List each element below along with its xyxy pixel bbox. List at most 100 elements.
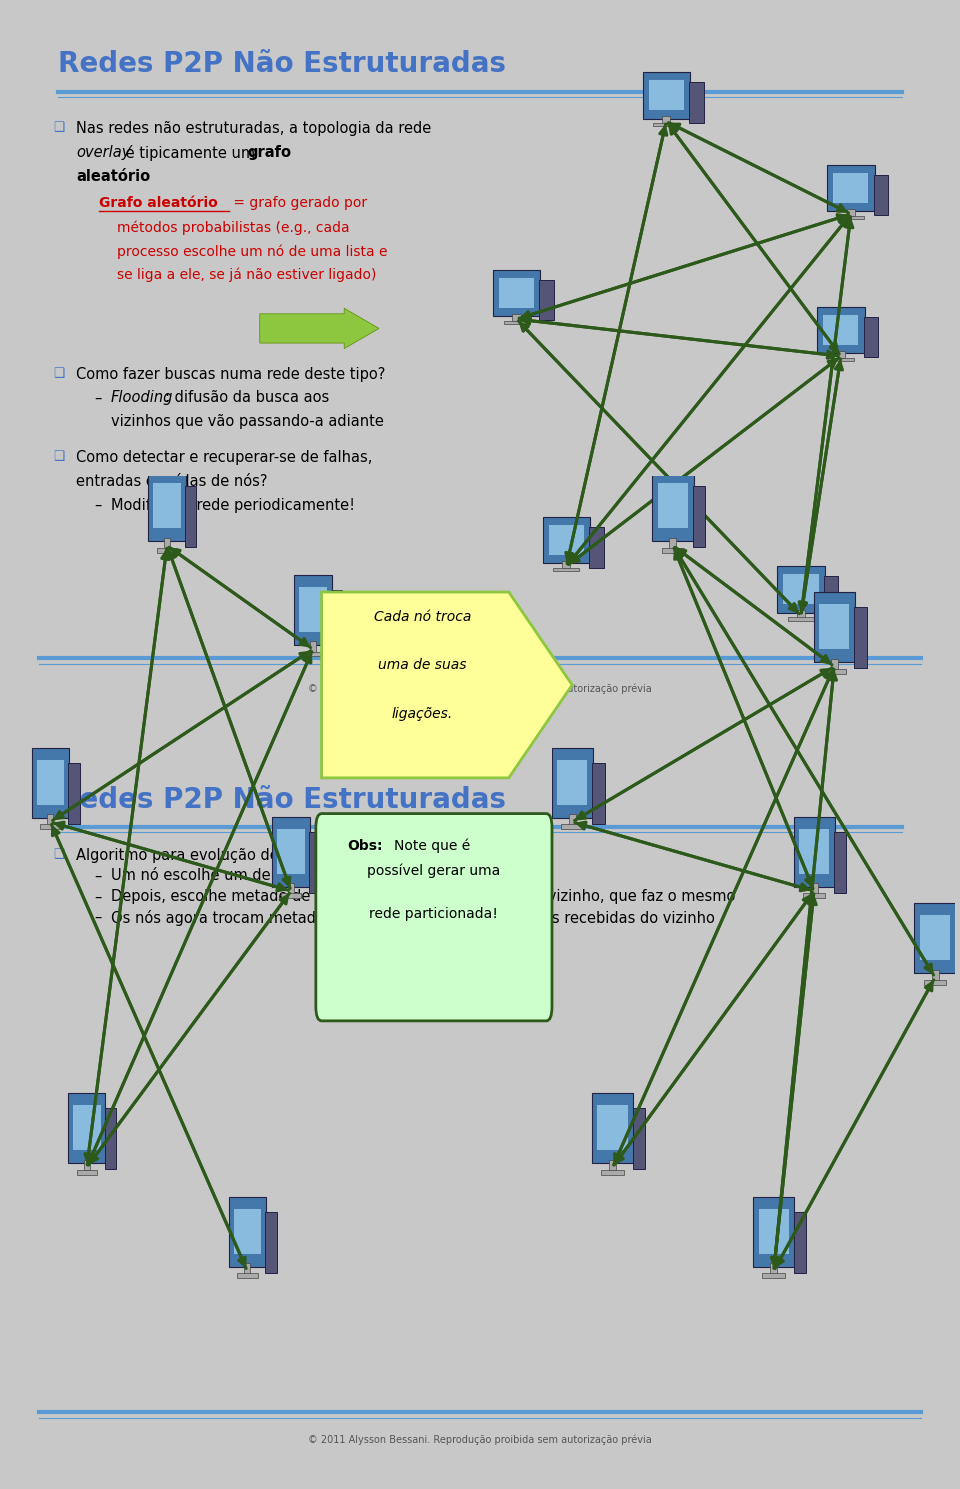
- Bar: [601, 1170, 624, 1175]
- FancyArrow shape: [260, 308, 379, 348]
- FancyBboxPatch shape: [642, 71, 690, 119]
- FancyBboxPatch shape: [331, 590, 343, 651]
- Text: Os nós agora trocam metade de suas ligações pelas ligações recebidas do vizinho: Os nós agora trocam metade de suas ligaç…: [111, 910, 715, 926]
- Text: processo escolhe um nó de uma lista e: processo escolhe um nó de uma lista e: [117, 244, 388, 259]
- Bar: [662, 116, 670, 124]
- Bar: [302, 652, 324, 657]
- Text: Modificar a rede periodicamente!: Modificar a rede periodicamente!: [111, 497, 355, 512]
- Bar: [553, 567, 580, 572]
- Text: Nas redes não estruturadas, a topologia da rede: Nas redes não estruturadas, a topologia …: [76, 122, 436, 137]
- Bar: [810, 883, 818, 893]
- Text: Algoritmo para evolução de topologias:: Algoritmo para evolução de topologias:: [76, 847, 365, 862]
- Bar: [931, 969, 939, 980]
- Text: rede particionada!: rede particionada!: [370, 907, 498, 920]
- FancyBboxPatch shape: [834, 832, 847, 893]
- FancyBboxPatch shape: [68, 762, 80, 823]
- FancyBboxPatch shape: [540, 280, 554, 320]
- FancyBboxPatch shape: [499, 278, 534, 308]
- Bar: [84, 1160, 90, 1170]
- Bar: [156, 548, 178, 552]
- Text: Flooding: Flooding: [111, 390, 174, 405]
- Bar: [568, 814, 576, 825]
- Text: © 2011 Alysson Bessani. Reprodução proibida sem autorização prévia: © 2011 Alysson Bessani. Reprodução proib…: [308, 683, 652, 694]
- Text: –: –: [94, 390, 102, 405]
- Text: Note que é: Note que é: [394, 838, 469, 853]
- Bar: [788, 618, 814, 621]
- FancyBboxPatch shape: [592, 1093, 633, 1163]
- Bar: [797, 610, 805, 618]
- Text: ❑: ❑: [53, 847, 64, 861]
- Text: overlay: overlay: [76, 144, 131, 161]
- Bar: [847, 208, 855, 216]
- Bar: [40, 825, 60, 829]
- FancyBboxPatch shape: [277, 829, 305, 874]
- Bar: [803, 893, 826, 898]
- FancyBboxPatch shape: [73, 1105, 101, 1150]
- FancyBboxPatch shape: [149, 472, 185, 542]
- FancyBboxPatch shape: [154, 484, 180, 529]
- FancyBboxPatch shape: [864, 317, 878, 357]
- FancyBboxPatch shape: [794, 817, 834, 887]
- Bar: [669, 538, 677, 548]
- FancyBboxPatch shape: [592, 762, 605, 823]
- FancyBboxPatch shape: [814, 593, 854, 663]
- Text: ligações.: ligações.: [392, 707, 453, 721]
- FancyBboxPatch shape: [799, 829, 829, 874]
- Text: : difusão da busca aos: : difusão da busca aos: [165, 390, 329, 405]
- FancyBboxPatch shape: [68, 1093, 106, 1163]
- Bar: [762, 1273, 785, 1278]
- Text: Como detectar e recuperar-se de falhas,: Como detectar e recuperar-se de falhas,: [76, 450, 372, 466]
- Text: –: –: [94, 868, 102, 883]
- Text: métodos probabilistas (e.g., cada: métodos probabilistas (e.g., cada: [117, 220, 350, 235]
- FancyBboxPatch shape: [295, 575, 331, 645]
- Text: ❑: ❑: [53, 366, 64, 380]
- FancyBboxPatch shape: [828, 165, 875, 211]
- Text: Um nó escolhe um de seus vizinhos aleatoriamente: Um nó escolhe um de seus vizinhos aleato…: [111, 868, 491, 883]
- Bar: [237, 1273, 257, 1278]
- FancyBboxPatch shape: [557, 759, 588, 804]
- FancyBboxPatch shape: [874, 174, 888, 216]
- FancyBboxPatch shape: [754, 1197, 794, 1267]
- Polygon shape: [322, 593, 572, 777]
- FancyBboxPatch shape: [633, 1108, 645, 1169]
- FancyBboxPatch shape: [693, 487, 706, 548]
- FancyBboxPatch shape: [920, 916, 950, 960]
- Text: –: –: [94, 497, 102, 512]
- Text: uma de suas: uma de suas: [378, 658, 467, 673]
- Text: Depois, escolhe metade de suas ligações e as envia a este vizinho, que faz o mes: Depois, escolhe metade de suas ligações …: [111, 889, 735, 904]
- FancyBboxPatch shape: [833, 173, 869, 203]
- Text: –: –: [94, 889, 102, 904]
- Text: = grafo gerado por: = grafo gerado por: [228, 197, 367, 210]
- Bar: [828, 357, 854, 360]
- Text: vizinhos que vão passando-a adiante: vizinhos que vão passando-a adiante: [111, 414, 384, 429]
- Text: é tipicamente um: é tipicamente um: [121, 144, 260, 161]
- Text: Grafo aleatório: Grafo aleatório: [99, 197, 218, 210]
- Text: grafo: grafo: [248, 144, 292, 161]
- FancyBboxPatch shape: [658, 484, 688, 529]
- FancyBboxPatch shape: [549, 526, 584, 555]
- FancyBboxPatch shape: [955, 919, 960, 980]
- Bar: [770, 1263, 778, 1275]
- Bar: [924, 980, 947, 984]
- Text: possível gerar uma: possível gerar uma: [368, 864, 500, 879]
- Text: Como fazer buscas numa rede deste tipo?: Como fazer buscas numa rede deste tipo?: [76, 366, 386, 381]
- FancyBboxPatch shape: [233, 1209, 261, 1254]
- Text: ❑: ❑: [53, 450, 64, 463]
- FancyBboxPatch shape: [542, 517, 590, 563]
- FancyBboxPatch shape: [653, 472, 693, 542]
- FancyBboxPatch shape: [273, 817, 310, 887]
- Bar: [609, 1160, 616, 1170]
- Bar: [310, 642, 316, 652]
- FancyBboxPatch shape: [589, 527, 604, 567]
- FancyBboxPatch shape: [36, 759, 64, 804]
- Bar: [503, 320, 530, 325]
- FancyBboxPatch shape: [758, 1209, 789, 1254]
- FancyBboxPatch shape: [492, 270, 540, 316]
- Bar: [77, 1170, 97, 1175]
- Bar: [653, 124, 680, 127]
- Bar: [838, 216, 864, 219]
- Text: ❑: ❑: [53, 122, 64, 134]
- FancyBboxPatch shape: [185, 487, 197, 548]
- Bar: [563, 561, 570, 569]
- Bar: [837, 351, 845, 359]
